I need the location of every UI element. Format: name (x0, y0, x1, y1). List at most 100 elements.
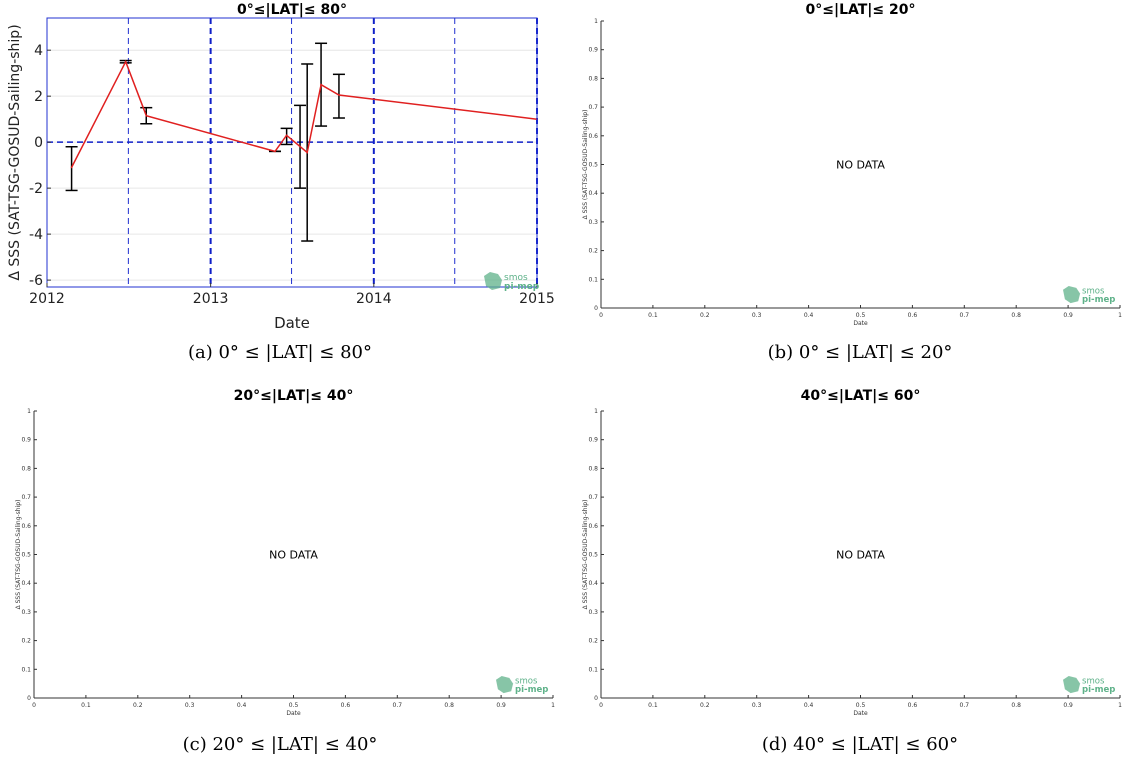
logo-mark (484, 272, 502, 290)
y-tick-label: 0.9 (21, 437, 31, 444)
x-tick-label: 0.9 (1063, 312, 1073, 319)
x-tick-label: 0.8 (444, 702, 454, 709)
y-tick-label: 0 (594, 695, 598, 702)
data-point (274, 150, 276, 153)
data-point (320, 83, 322, 86)
x-tick-label: 0.3 (185, 702, 195, 709)
y-axis-label: Δ SSS (SAT-TSG-GOSUD-Sailing-ship) (582, 110, 589, 220)
x-tick-label: 0 (599, 312, 603, 319)
data-point (124, 60, 127, 63)
x-tick-label: 0.1 (81, 702, 91, 709)
logo-text-top: smos (515, 677, 538, 687)
x-tick-label: 0.6 (908, 312, 918, 319)
y-tick-label: 0.4 (588, 190, 598, 197)
x-tick-label: 0.4 (237, 702, 247, 709)
y-tick-label: -2 (29, 181, 43, 197)
x-tick-label: 2014 (356, 291, 392, 307)
x-tick-label: 0.5 (856, 702, 866, 709)
y-tick-label: 0.9 (588, 437, 598, 444)
y-tick-label: 0.3 (588, 609, 598, 616)
logo-text-top: smos (1082, 287, 1105, 297)
x-tick-label: 0.8 (1011, 312, 1021, 319)
y-tick-label: 0 (27, 695, 31, 702)
caption-d: (d) 40° ≤ |LAT| ≤ 60° (761, 734, 959, 755)
x-axis-label: Date (853, 710, 868, 717)
no-data-message: NO DATA (836, 159, 885, 172)
x-tick-label: 2015 (519, 291, 555, 307)
y-tick-label: -4 (29, 227, 43, 243)
data-point (145, 114, 148, 117)
caption-a: (a) 0° ≤ |LAT| ≤ 80° (187, 342, 372, 363)
logo-text-bottom: pi-mep (504, 282, 540, 292)
y-tick-label: 0.1 (588, 276, 598, 283)
caption-b: (b) 0° ≤ |LAT| ≤ 20° (767, 342, 953, 363)
x-tick-label: 0.7 (960, 312, 970, 319)
chart-title: 20°≤|LAT|≤ 40° (234, 388, 354, 404)
caption-c: (c) 20° ≤ |LAT| ≤ 40° (182, 734, 378, 755)
x-tick-label: 0.3 (752, 702, 762, 709)
y-tick-label: 0.3 (21, 609, 31, 616)
x-tick-label: 0.7 (393, 702, 403, 709)
y-tick-label: 0.8 (21, 465, 31, 472)
y-tick-label: 0.4 (588, 580, 598, 587)
panel-d: 0 0.1 0.2 0.3 0.4 0.5 0.6 0.7 0.8 0.9 1 0 0.1 0.2 0.3 0… (582, 388, 1122, 717)
y-tick-label: 0.7 (588, 104, 598, 111)
x-tick-label: 1 (1118, 702, 1122, 709)
series-line-0 (70, 59, 538, 168)
x-axis-label: Date (286, 710, 301, 717)
y-tick-label: 0.6 (588, 523, 598, 530)
x-axis-label: Date (853, 320, 868, 327)
x-tick-label: 0.7 (960, 702, 970, 709)
plot-frame (46, 17, 538, 288)
y-tick-label: 2 (34, 89, 43, 105)
x-tick-label: 0.2 (700, 312, 710, 319)
x-tick-label: 2013 (193, 291, 229, 307)
panel-b: 0 0.1 0.2 0.3 0.4 0.5 0.6 0.7 0.8 0.9 1 0 0.1 0.2 0.3 0… (582, 2, 1122, 327)
x-tick-label: 2012 (29, 291, 65, 307)
x-tick-label: 0.2 (133, 702, 143, 709)
data-point (285, 134, 288, 137)
y-tick-label: 0.2 (21, 638, 31, 645)
y-tick-label: 0.1 (21, 666, 31, 673)
y-tick-label: 1 (594, 18, 598, 25)
no-data-message: NO DATA (269, 549, 318, 562)
logo-text-bottom: pi-mep (1082, 295, 1115, 305)
y-tick-label: 0.7 (588, 494, 598, 501)
x-tick-label: 0.9 (1063, 702, 1073, 709)
x-tick-label: 0.9 (496, 702, 506, 709)
y-tick-label: 0.6 (588, 133, 598, 140)
y-tick-label: 0.7 (21, 494, 31, 501)
y-tick-label: 0.3 (588, 219, 598, 226)
y-tick-label: 0 (594, 305, 598, 312)
x-tick-label: 0.5 (289, 702, 299, 709)
x-tick-label: 0.5 (856, 312, 866, 319)
error-bar (332, 73, 345, 119)
x-axis-label: Date (274, 314, 310, 332)
x-tick-label: 0 (599, 702, 603, 709)
chart-title: 0°≤|LAT|≤ 80° (237, 2, 347, 18)
chart-title: 40°≤|LAT|≤ 60° (801, 388, 921, 404)
y-tick-label: 0.5 (588, 552, 598, 559)
x-tick-label: 0.1 (648, 702, 658, 709)
x-tick-label: 0.4 (804, 312, 814, 319)
y-tick-label: 0.4 (21, 580, 31, 587)
y-tick-label: 0.5 (21, 552, 31, 559)
x-tick-label: 0 (32, 702, 36, 709)
x-tick-label: 0.3 (752, 312, 762, 319)
x-tick-label: 0.6 (908, 702, 918, 709)
logo-text-top: smos (504, 273, 528, 283)
y-tick-label: 0.2 (588, 248, 598, 255)
logo-text-top: smos (1082, 677, 1105, 687)
logo-mark (1063, 286, 1081, 304)
panel-a: 2012 2013 2014 2015 -6 -4 -2 0 2 4 0°≤|LAT|≤ 80° Da… (7, 2, 555, 332)
y-axis-label: Δ SSS (SAT-TSG-GOSUD-Sailing-ship) (15, 500, 22, 610)
y-axis-label: Δ SSS (SAT-TSG-GOSUD-Sailing-ship) (7, 24, 23, 280)
y-axis-label: Δ SSS (SAT-TSG-GOSUD-Sailing-ship) (582, 500, 589, 610)
logo-mark (1063, 676, 1081, 694)
logo-text-bottom: pi-mep (515, 685, 548, 695)
y-tick-label: 0.2 (588, 638, 598, 645)
y-tick-label: 0.8 (588, 465, 598, 472)
